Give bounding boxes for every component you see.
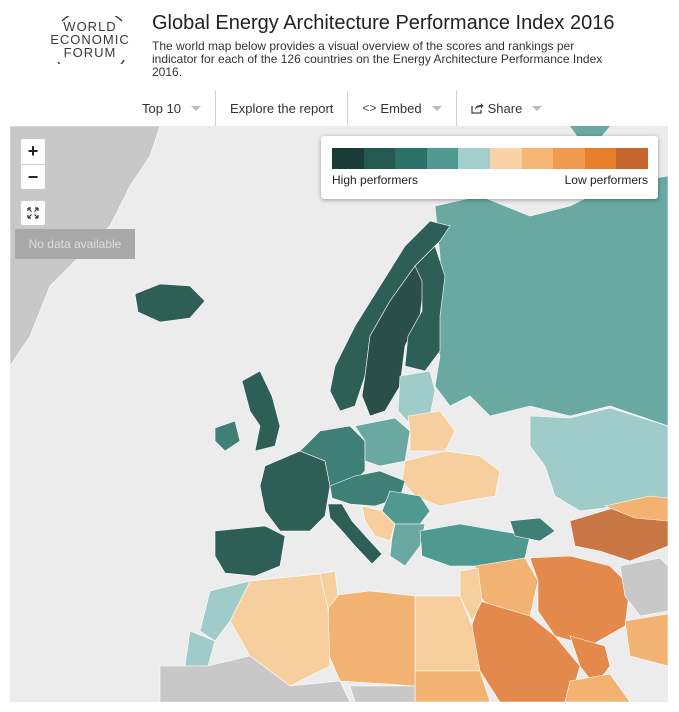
afghanistan-region[interactable] (619, 557, 668, 617)
uk-region[interactable] (241, 370, 281, 452)
sudan-region[interactable] (414, 670, 491, 702)
ukraine-region[interactable] (401, 450, 501, 507)
map-svg[interactable] (10, 126, 668, 702)
legend-swatch-8 (553, 148, 585, 169)
legend-swatch-5 (458, 148, 490, 169)
choropleth-map[interactable] (10, 126, 668, 702)
legend-low-label: Low performers (564, 173, 648, 187)
iberia-region[interactable] (214, 525, 286, 577)
zoom-controls: + − (20, 138, 46, 190)
share-dropdown[interactable]: Share (457, 90, 557, 126)
map-legend: High performers Low performers (321, 136, 658, 199)
code-icon: <> (362, 101, 377, 115)
legend-swatch-3 (395, 148, 427, 169)
share-label: Share (487, 100, 523, 116)
central-europe-region[interactable] (299, 425, 366, 487)
legend-swatch-4 (426, 148, 459, 169)
russia-region[interactable] (429, 175, 668, 427)
balkans-region[interactable] (361, 505, 396, 542)
legend-swatch-2 (363, 148, 396, 169)
page-title: Global Energy Architecture Performance I… (152, 12, 615, 34)
iceland-region[interactable] (134, 283, 206, 323)
embed-label: Embed (380, 100, 422, 116)
france-region[interactable] (259, 450, 331, 532)
logo-arc-icon (57, 16, 125, 64)
algeria-region[interactable] (229, 573, 331, 687)
embed-dropdown[interactable]: <> Embed (348, 90, 457, 126)
zoom-out-button[interactable]: − (21, 164, 45, 189)
legend-swatch-7 (521, 148, 554, 169)
sweden-region[interactable] (361, 265, 426, 417)
explore-report-link[interactable]: Explore the report (216, 90, 349, 126)
zoom-in-button[interactable]: + (27, 141, 39, 161)
belarus-region[interactable] (407, 410, 456, 452)
ireland-region[interactable] (214, 420, 241, 452)
chad-region[interactable] (349, 685, 416, 702)
fullscreen-button[interactable] (20, 200, 46, 226)
explore-label: Explore the report (230, 100, 334, 116)
chevron-down-icon (431, 105, 442, 111)
logo-line-world: WORLD (63, 19, 117, 34)
legend-swatch-9 (584, 148, 617, 169)
italy-region[interactable] (327, 503, 383, 565)
legend-color-scale (332, 148, 648, 169)
top10-dropdown[interactable]: Top 10 (128, 90, 217, 126)
wef-logo: WORLD ECONOMIC FORUM (44, 20, 136, 59)
legend-swatch-1 (332, 148, 364, 169)
share-icon (470, 103, 484, 114)
caspian-sea (554, 506, 570, 571)
toolbar: Top 10 Explore the report <> Embed Share (128, 90, 556, 126)
fullscreen-icon (27, 207, 39, 219)
legend-swatch-6 (489, 148, 522, 169)
legend-high-label: High performers (332, 173, 419, 187)
finland-region[interactable] (404, 245, 446, 372)
logo-line-economic: ECONOMIC (50, 32, 130, 47)
greece-bulgaria-region[interactable] (389, 523, 426, 567)
top10-label: Top 10 (142, 100, 182, 116)
no-data-label: No data available (15, 229, 135, 259)
morocco-region[interactable] (199, 580, 251, 642)
chevron-down-icon (532, 105, 543, 111)
black-sea (435, 504, 498, 524)
caucasus-region[interactable] (509, 517, 556, 542)
poland-region[interactable] (354, 417, 411, 467)
yemen-region[interactable] (564, 673, 631, 702)
legend-swatch-10 (616, 148, 648, 169)
pakistan-region[interactable] (624, 613, 668, 667)
logo-line-forum: FORUM (63, 45, 117, 60)
chevron-down-icon (191, 105, 202, 111)
libya-region[interactable] (324, 590, 416, 687)
central-asia-east-region[interactable] (603, 495, 668, 522)
iran-region[interactable] (529, 555, 631, 647)
levant-region[interactable] (459, 567, 483, 622)
sahel-nodata-region[interactable] (159, 655, 351, 702)
page-subtitle: The world map below provides a visual ov… (152, 39, 603, 79)
